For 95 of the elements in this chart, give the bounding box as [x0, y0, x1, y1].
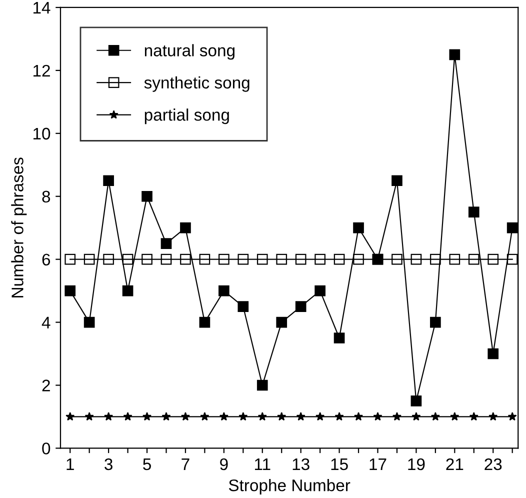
point	[142, 254, 152, 265]
point	[180, 254, 191, 265]
point	[103, 175, 114, 186]
point	[488, 348, 499, 360]
point	[64, 285, 76, 296]
point	[334, 332, 345, 344]
point	[392, 175, 402, 186]
point	[277, 412, 286, 421]
x-tick-label: 9	[220, 458, 228, 470]
point	[334, 254, 345, 265]
point	[160, 238, 172, 249]
point	[449, 49, 460, 60]
point	[469, 412, 478, 421]
x-tick-label: 1	[66, 458, 74, 470]
point	[66, 412, 75, 421]
point	[392, 412, 402, 421]
point	[353, 222, 364, 234]
x-tick-label: 3	[104, 458, 112, 470]
x-tick-label: 17	[370, 458, 386, 470]
point	[508, 412, 517, 421]
point	[199, 254, 210, 265]
legend-label: synthetic song	[144, 76, 250, 92]
legend-label: natural song	[144, 44, 234, 60]
y-tick-label: 10	[34, 128, 50, 140]
x-tick-label: 11	[255, 458, 270, 470]
point	[218, 285, 230, 296]
y-tick-label: 12	[34, 64, 50, 76]
x-tick-label: 19	[408, 458, 425, 470]
point	[238, 254, 249, 265]
point	[256, 380, 268, 391]
legend-label: partial song	[144, 108, 229, 124]
point	[353, 254, 364, 265]
point	[314, 285, 326, 296]
point	[199, 316, 210, 328]
x-tick-label: 13	[292, 458, 310, 470]
point	[506, 222, 518, 234]
y-tick-label: 0	[42, 442, 50, 454]
point	[410, 396, 422, 406]
point	[354, 412, 364, 421]
point	[104, 412, 114, 421]
point	[256, 254, 268, 265]
y-tick-label: 14	[34, 2, 50, 14]
point	[122, 254, 134, 265]
point	[488, 254, 499, 265]
point	[334, 412, 344, 421]
point	[200, 412, 210, 421]
y-tick-label: 4	[42, 316, 50, 328]
x-tick-label: 7	[182, 458, 190, 470]
x-tick-label: 23	[484, 458, 502, 470]
point	[160, 254, 172, 265]
y-tick-label: 6	[42, 254, 50, 266]
point	[468, 206, 480, 218]
x-axis-title: Strophe Number	[228, 479, 350, 495]
x-tick-label: 5	[143, 458, 151, 470]
point	[430, 412, 440, 421]
point	[218, 254, 230, 265]
point	[180, 412, 190, 421]
y-tick-label: 2	[42, 380, 50, 392]
point	[373, 412, 382, 421]
point	[430, 254, 441, 265]
point	[295, 254, 306, 265]
point	[450, 412, 460, 421]
x-tick-label: 21	[446, 458, 464, 470]
point	[142, 412, 152, 421]
point	[84, 316, 95, 328]
point	[162, 412, 171, 421]
point	[488, 412, 498, 421]
point	[219, 412, 228, 421]
point	[64, 254, 76, 265]
point	[238, 301, 249, 312]
point	[316, 412, 325, 421]
point	[410, 254, 422, 265]
point	[468, 254, 480, 265]
point	[276, 254, 288, 265]
point	[296, 412, 306, 421]
point	[276, 316, 288, 328]
point	[314, 254, 326, 265]
y-axis-title: Number of phrases	[11, 158, 27, 298]
point	[392, 254, 402, 265]
point	[103, 254, 114, 265]
point	[142, 190, 152, 202]
y-tick-label: 8	[42, 190, 50, 203]
point	[123, 412, 132, 421]
point	[295, 301, 306, 312]
point	[122, 285, 134, 296]
point	[84, 412, 94, 421]
point	[449, 254, 460, 265]
point	[84, 254, 95, 265]
point	[506, 254, 518, 265]
point	[430, 316, 441, 328]
point	[412, 412, 421, 421]
x-tick-label: 15	[331, 458, 348, 470]
point	[238, 412, 248, 421]
point	[180, 222, 191, 234]
point	[258, 412, 267, 421]
